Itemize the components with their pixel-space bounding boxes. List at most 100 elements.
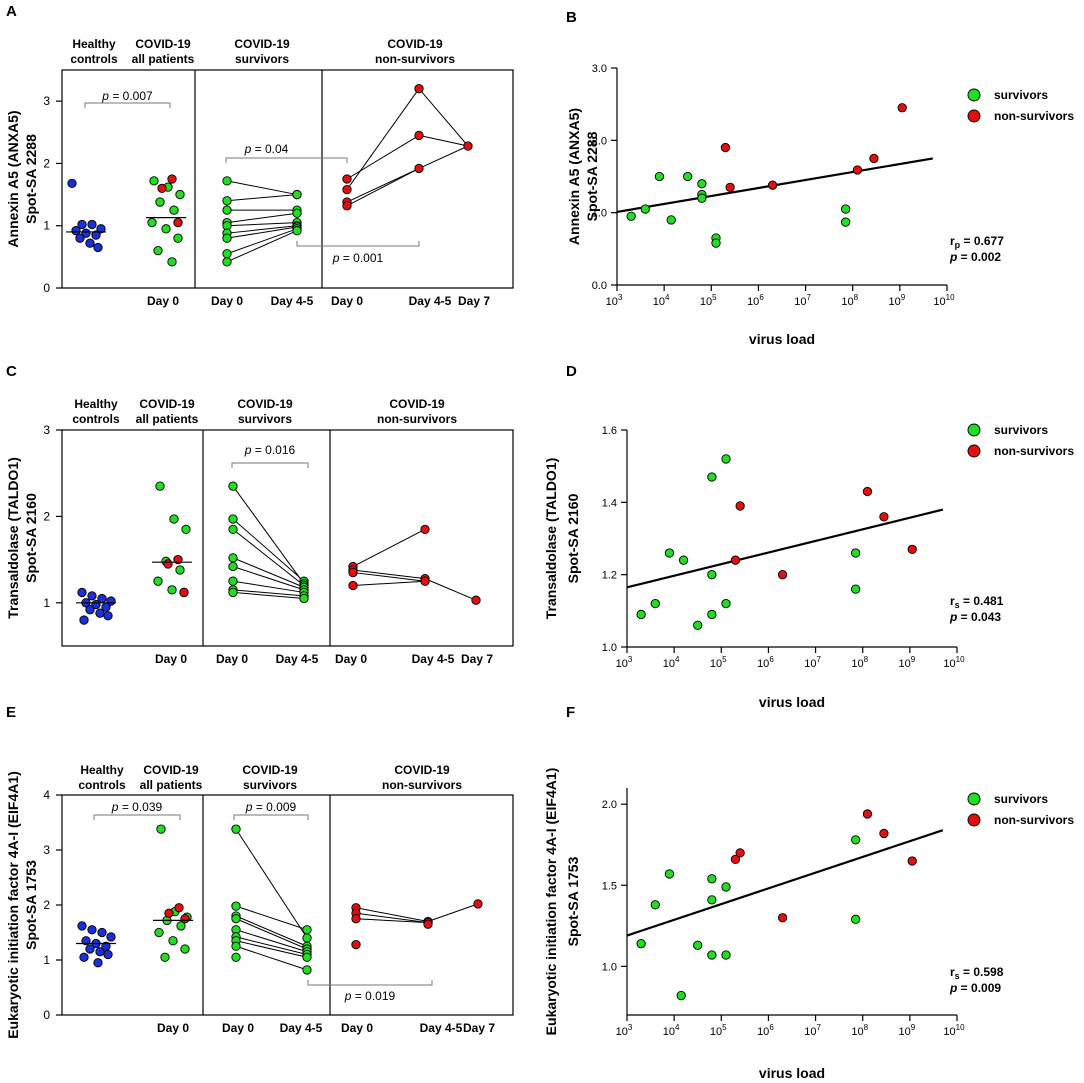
legend-label: non-survivors	[994, 813, 1074, 827]
point-survivor	[222, 249, 232, 259]
group-header: non-survivors	[382, 778, 462, 792]
pair-line	[424, 578, 477, 601]
y-tick-label: 2	[43, 156, 50, 170]
point-healthy	[81, 228, 91, 238]
point-non-survivor	[342, 201, 352, 211]
point-survivor	[231, 824, 241, 834]
x-tick-exponent: 7	[816, 1023, 821, 1032]
point-survivor	[169, 514, 179, 524]
x-tick-exponent: 3	[628, 1023, 633, 1032]
x-tick-exponent: 5	[712, 293, 717, 302]
y-axis-label: Spot-SA 2288	[23, 134, 39, 224]
y-tick-label: 4	[43, 788, 50, 802]
group-header: COVID-19	[389, 397, 445, 411]
pair-line	[235, 918, 308, 950]
x-tick-exponent: 5	[722, 655, 727, 664]
p-symbol: p	[245, 800, 253, 814]
p-value: = 0.001	[339, 251, 383, 265]
point-non-survivor	[351, 939, 361, 950]
x-tick-label: 105	[710, 655, 727, 670]
point-non-survivor	[173, 217, 183, 228]
point-non-survivor	[730, 555, 741, 565]
point-survivor	[693, 940, 703, 950]
pair-line	[235, 828, 308, 939]
point-non-survivor	[869, 153, 879, 164]
legend-label: non-survivors	[994, 444, 1074, 458]
x-tick-exponent: 7	[806, 293, 811, 302]
point-survivor	[231, 914, 241, 924]
pair-line	[418, 134, 469, 147]
point-healthy	[93, 958, 103, 968]
y-tick-label: 1	[43, 596, 50, 610]
x-tick-label: 108	[851, 655, 868, 670]
point-healthy	[85, 605, 95, 615]
significance-bracket	[296, 241, 420, 247]
legend-marker-non-survivors	[967, 813, 981, 827]
point-healthy	[77, 587, 87, 598]
point-survivor	[654, 171, 665, 182]
point-non-survivor	[767, 180, 778, 190]
point-survivor	[302, 952, 312, 962]
x-tick-label: Day 4-5	[420, 1021, 463, 1035]
y-tick-label: 0	[43, 281, 50, 295]
p-value-label: p = 0.019	[344, 989, 396, 1003]
point-survivor	[155, 481, 165, 491]
point-survivor	[292, 226, 302, 236]
correlation-p-value: p = 0.002	[949, 250, 1001, 264]
point-survivor	[153, 245, 163, 256]
point-survivor	[153, 576, 163, 586]
point-survivor	[222, 196, 232, 206]
point-survivor	[222, 233, 232, 243]
legend-label: non-survivors	[994, 109, 1074, 123]
pair-line	[232, 528, 305, 586]
p-value-label: p = 0.039	[111, 800, 163, 814]
point-non-survivor	[879, 828, 889, 839]
point-non-survivor	[471, 595, 481, 605]
pair-line	[226, 212, 298, 224]
pair-line	[355, 918, 429, 924]
point-survivor	[154, 927, 164, 938]
group-header: COVID-19	[143, 763, 199, 777]
group-header: survivors	[235, 52, 289, 66]
group-header: COVID-19	[387, 37, 443, 51]
point-non-survivor	[730, 854, 741, 864]
point-survivor	[636, 939, 646, 949]
y-tick-label: 2.0	[602, 799, 617, 811]
x-tick-exponent: 6	[759, 293, 764, 302]
pair-line	[226, 194, 298, 202]
panel-letter: A	[6, 3, 17, 20]
point-non-survivor	[777, 570, 788, 580]
point-survivor	[850, 914, 861, 924]
point-survivor	[721, 454, 731, 464]
legend-label: survivors	[994, 423, 1048, 437]
point-healthy	[85, 238, 95, 248]
correlation-coefficient: rs = 0.598	[950, 965, 1004, 981]
pair-line	[235, 905, 308, 931]
plot-frame	[61, 69, 514, 289]
point-survivor	[181, 524, 191, 535]
x-tick-exponent: 10	[956, 1023, 965, 1032]
pair-line	[235, 945, 308, 971]
y-axis-label: Spot-SA 2160	[23, 493, 39, 583]
y-axis-label: Transaldolase (TALDO1)	[5, 457, 21, 619]
point-survivor	[173, 233, 183, 243]
point-healthy	[77, 921, 87, 931]
point-survivor	[231, 941, 241, 951]
legend-marker-survivors	[967, 88, 981, 102]
point-survivor	[664, 869, 675, 879]
group-header: all patients	[136, 412, 199, 426]
pair-line	[235, 936, 308, 955]
y-axis-label: Transaldolase (TALDO1)	[543, 458, 559, 620]
point-survivor	[169, 205, 179, 215]
x-tick-label: Day 0	[331, 294, 363, 308]
group-header: Healthy	[80, 763, 124, 777]
pair-line	[418, 88, 469, 147]
point-non-survivor	[423, 919, 433, 929]
point-non-survivor	[852, 165, 863, 175]
point-survivor	[650, 598, 660, 609]
point-non-survivor	[414, 130, 424, 141]
legend-marker-non-survivors	[967, 444, 981, 458]
y-tick-label: 3	[43, 94, 50, 108]
pair-line	[352, 580, 426, 587]
x-tick-label: Day 4-5	[412, 652, 455, 666]
